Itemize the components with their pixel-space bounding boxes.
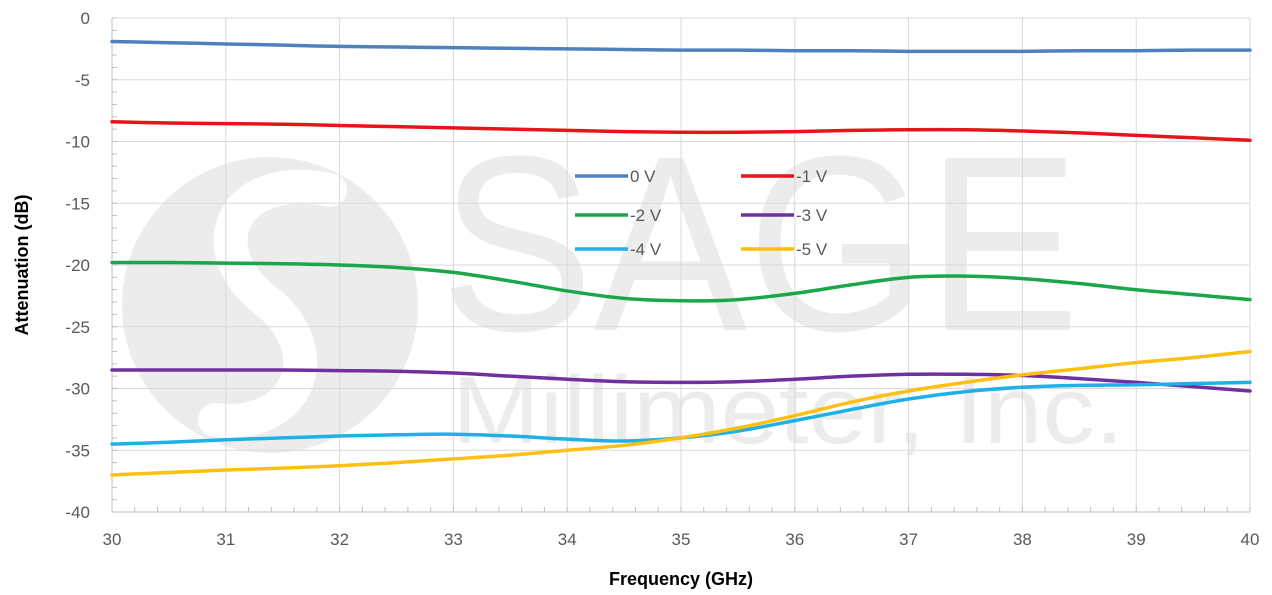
watermark-brand-text: SAGE [440, 104, 1080, 383]
legend-label-minus-2v: -2 V [630, 206, 662, 225]
axes [111, 17, 1251, 513]
x-tick-labels: 30 31 32 33 34 35 36 37 38 39 40 [103, 530, 1260, 549]
y-tick-label: -10 [65, 133, 90, 152]
y-tick-label: -35 [65, 441, 90, 460]
y-tick-label: -5 [75, 71, 90, 90]
sage-watermark-logo: SAGE Millimeter, Inc. [122, 104, 1124, 464]
series-line-minus-5v [110, 349, 1252, 477]
series-line-0v [110, 39, 1252, 54]
watermark-emblem-swoosh [198, 169, 347, 438]
watermark-company-text: Millimeter, Inc. [452, 357, 1124, 464]
legend-label-minus-1v: -1 V [796, 167, 828, 186]
x-tick-label: 36 [785, 530, 804, 549]
legend-label-minus-3v: -3 V [796, 206, 828, 225]
gridlines [112, 17, 1251, 512]
y-tick-label: 0 [81, 9, 90, 28]
x-axis-title: Frequency (GHz) [609, 569, 753, 589]
series-line-minus-2v [110, 260, 1252, 303]
legend-label-0v: 0 V [630, 167, 656, 186]
y-tick-label: -20 [65, 256, 90, 275]
x-tick-label: 33 [444, 530, 463, 549]
legend: 0 V -1 V -2 V -3 V -4 V -5 V [575, 167, 828, 259]
x-tick-label: 35 [672, 530, 691, 549]
y-tick-label: -30 [65, 380, 90, 399]
y-tick-labels: 0 -5 -10 -15 -20 -25 -30 -35 -40 [65, 9, 90, 522]
x-tick-label: 40 [1241, 530, 1260, 549]
x-tick-label: 38 [1013, 530, 1032, 549]
legend-label-minus-5v: -5 V [796, 240, 828, 259]
y-tick-label: -25 [65, 318, 90, 337]
x-tick-label: 34 [558, 530, 577, 549]
y-axis-title: Attenuation (dB) [12, 195, 32, 336]
x-tick-label: 31 [216, 530, 235, 549]
series-line-minus-1v [110, 119, 1252, 143]
x-tick-label: 32 [330, 530, 349, 549]
y-tick-label: -40 [65, 503, 90, 522]
series-line-minus-3v [110, 368, 1252, 393]
y-tick-label: -15 [65, 194, 90, 213]
x-tick-label: 39 [1127, 530, 1146, 549]
legend-label-minus-4v: -4 V [630, 240, 662, 259]
x-tick-label: 37 [899, 530, 918, 549]
data-series [110, 39, 1252, 477]
x-tick-label: 30 [103, 530, 122, 549]
